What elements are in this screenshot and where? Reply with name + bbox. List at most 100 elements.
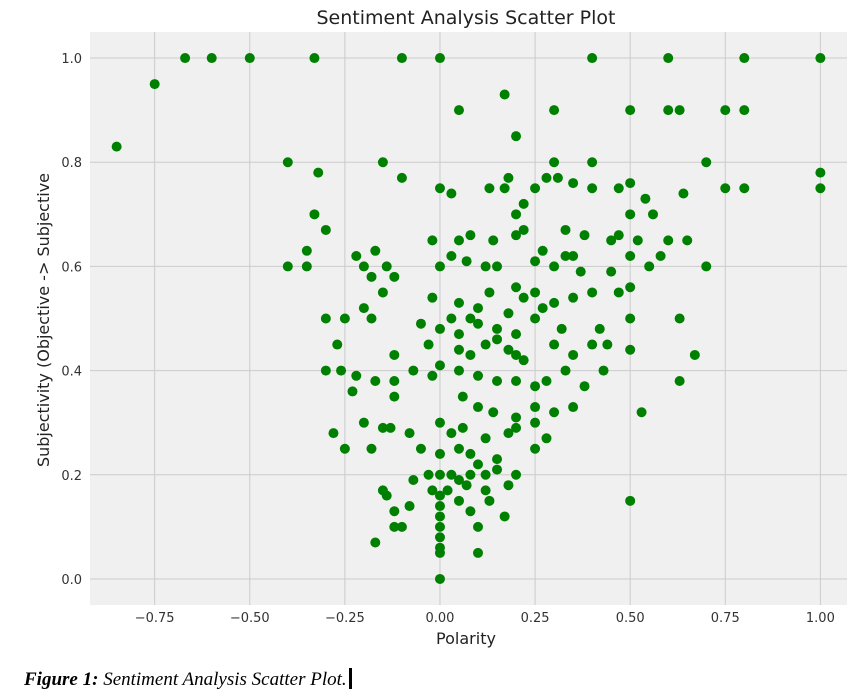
data-point [446,428,457,439]
data-point [492,454,503,465]
data-point [473,547,484,558]
data-point [427,292,438,303]
data-point [663,53,674,64]
data-point [530,256,541,267]
data-point [473,370,484,381]
data-point [511,376,522,387]
data-point [149,79,160,90]
data-point [503,344,514,355]
data-point [336,365,347,376]
data-points [111,53,826,584]
data-point [320,224,331,235]
data-point [632,235,643,246]
data-point [396,172,407,183]
data-point [556,323,567,334]
x-tick-label: −0.75 [135,611,175,626]
data-point [480,261,491,272]
data-point [434,53,445,64]
data-point [511,469,522,480]
data-point [549,339,560,350]
data-point [518,198,529,209]
data-point [499,183,510,194]
data-point [282,157,293,168]
data-point [552,172,563,183]
data-point [568,349,579,360]
data-point [541,376,552,387]
data-point [602,339,613,350]
data-point [663,105,674,116]
data-point [442,485,453,496]
data-point [503,308,514,319]
data-point [537,245,548,256]
data-point [560,365,571,376]
data-point [530,402,541,413]
data-point [815,183,826,194]
data-point [111,141,122,152]
data-point [689,349,700,360]
data-point [404,428,415,439]
x-tick-label: −0.25 [325,611,365,626]
data-point [453,329,464,340]
data-point [351,250,362,261]
data-point [511,282,522,293]
data-point [377,287,388,298]
data-point [404,501,415,512]
data-point [408,365,419,376]
data-point [434,573,445,584]
text-cursor [348,668,352,689]
data-point [465,349,476,360]
data-point [644,261,655,272]
figure-caption: Figure 1: Sentiment Analysis Scatter Plo… [24,668,352,691]
data-point [530,287,541,298]
data-point [530,381,541,392]
data-point [606,235,617,246]
data-point [518,224,529,235]
data-point [640,193,651,204]
data-point [389,391,400,402]
data-point [473,459,484,470]
data-point [503,428,514,439]
data-point [739,183,750,194]
caption-label: Figure 1: [24,669,99,690]
data-point [377,157,388,168]
x-axis-label: Polarity [436,629,496,648]
data-point [549,407,560,418]
data-point [332,339,343,350]
data-point [427,370,438,381]
data-point [655,250,666,261]
data-point [358,261,369,272]
data-point [625,209,636,220]
data-point [370,245,381,256]
data-point [488,407,499,418]
data-point [370,537,381,548]
data-point [484,495,495,506]
data-point [492,261,503,272]
data-point [511,349,522,360]
data-point [358,303,369,314]
data-point [301,261,312,272]
data-point [720,105,731,116]
data-point [465,230,476,241]
data-point [370,376,381,387]
data-point [587,339,598,350]
data-point [389,376,400,387]
data-point [530,443,541,454]
data-point [453,297,464,308]
data-point [434,417,445,428]
y-tick-label: 0.8 [61,156,82,171]
data-point [511,230,522,241]
data-point [385,422,396,433]
data-point [366,313,377,324]
data-point [499,89,510,100]
y-tick-label: 0.0 [61,573,82,588]
x-tick-label: 0.50 [616,611,645,626]
data-point [473,318,484,329]
data-point [549,157,560,168]
data-point [484,287,495,298]
data-point [499,511,510,522]
data-point [457,391,468,402]
data-point [465,313,476,324]
data-point [682,235,693,246]
data-point [625,344,636,355]
chart-title: Sentiment Analysis Scatter Plot [317,7,616,29]
